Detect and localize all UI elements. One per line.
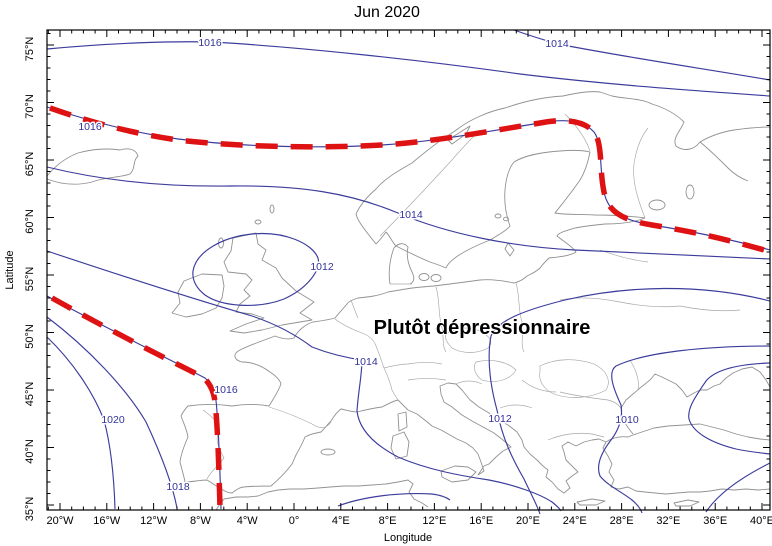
x-axis-title: Longitude [384, 532, 432, 544]
tick-label: 75°N [24, 37, 36, 62]
tick-label: 45°N [24, 382, 36, 407]
tick-label: 70°N [24, 94, 36, 119]
contour-label: 1016 [78, 121, 102, 133]
isobar-africa-arc [337, 493, 451, 507]
contour-labels: 1016 1014 1016 1014 1012 1014 1016 1020 … [77, 36, 641, 495]
weather-annotation: Plutôt dépressionnaire [374, 317, 591, 339]
tick-label: 40°E [750, 515, 772, 527]
isobar-1016-sw [46, 295, 222, 510]
y-axis-title: Latitude [4, 250, 16, 289]
tick-label: 12°E [422, 515, 446, 527]
tick-label: 35°N [24, 497, 36, 522]
contour-label: 1018 [166, 481, 190, 493]
isobar-1012-balkans [488, 287, 771, 515]
contour-label: 1014 [399, 209, 423, 221]
red-fronts [49, 105, 769, 509]
isobar-1016-top [46, 41, 771, 97]
coastlines [46, 91, 771, 511]
tick-label: 60°N [24, 209, 36, 234]
tick-label: 12°W [140, 515, 168, 527]
contour-label: 1012 [310, 261, 334, 273]
chart-title: Jun 2020 [354, 4, 420, 21]
tick-label: 0° [289, 515, 300, 527]
isobar-br-corner [705, 462, 771, 513]
tick-label: 55°N [24, 267, 36, 292]
tick-label: 36°E [703, 515, 727, 527]
contour-label: 1014 [545, 38, 569, 50]
tick-label: 8°E [379, 515, 397, 527]
contour-label: 1010 [615, 414, 639, 426]
tick-label: 20°W [46, 515, 74, 527]
tick-label: 28°E [610, 515, 634, 527]
axis-tick-labels: 20°W 16°W 12°W 8°W 4°W 0° 4°E 8°E 12°E 16°E 20°E 24… [24, 37, 772, 527]
plot-frame [46, 29, 771, 511]
tick-label: 40°N [24, 439, 36, 464]
contour-label: 1014 [354, 356, 378, 368]
contour-label: 1020 [101, 414, 125, 426]
tick-label: 50°N [24, 324, 36, 349]
tick-label: 16°W [93, 515, 121, 527]
isobar-1014-mid [46, 166, 771, 260]
isobar-1014-top [513, 29, 771, 81]
isobar-1020 [46, 336, 116, 510]
tick-label: 32°E [656, 515, 680, 527]
tick-label: 16°E [469, 515, 493, 527]
tick-label: 4°W [237, 515, 259, 527]
country-borders [202, 113, 741, 480]
front-southwest [50, 295, 223, 509]
contour-label: 1012 [488, 413, 512, 425]
tick-label: 24°E [563, 515, 587, 527]
contour-label: 1016 [214, 384, 238, 396]
front-north [49, 105, 769, 254]
axis-ticks [47, 30, 770, 510]
isobar-unlabeled-tr [688, 362, 771, 455]
contour-label: 1016 [198, 37, 222, 49]
tick-label: 4°E [332, 515, 350, 527]
tick-label: 8°W [190, 515, 212, 527]
tick-label: 65°N [24, 152, 36, 177]
isobar-1012-uk [192, 232, 319, 306]
isobar-1010 [598, 345, 771, 514]
tick-label: 20°E [516, 515, 540, 527]
isobar-1018 [46, 316, 178, 509]
isobar-1014-south [46, 250, 562, 512]
